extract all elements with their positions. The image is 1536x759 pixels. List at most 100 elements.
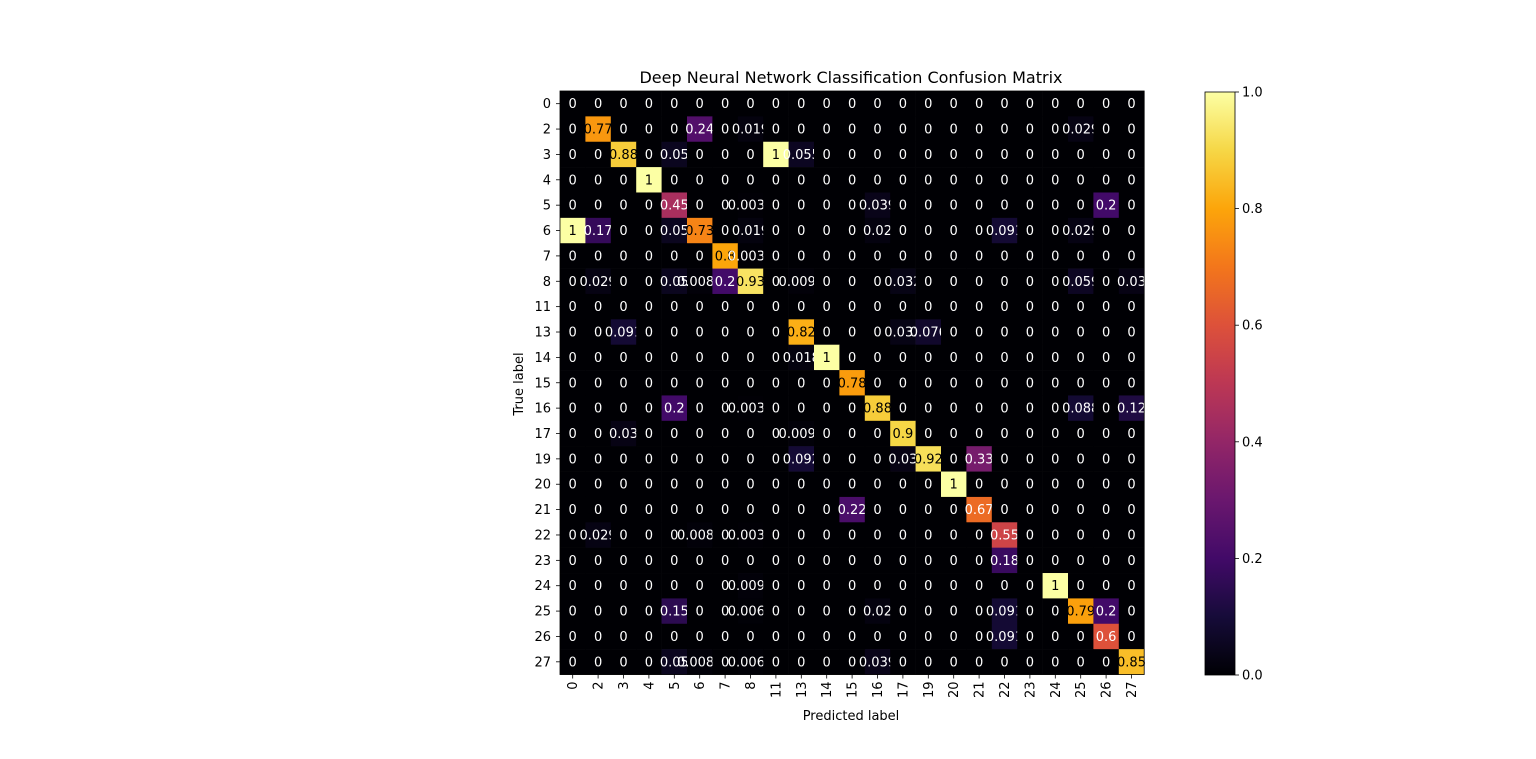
cell-value-label: 0 <box>670 351 678 366</box>
cell-value-label: 0 <box>975 123 983 138</box>
heatmap-cell <box>1042 522 1069 548</box>
cell-value-label: 0.79 <box>1066 605 1095 620</box>
cell-value-label: 0 <box>1000 148 1008 163</box>
heatmap-cell <box>1068 243 1094 269</box>
heatmap-cell <box>1068 471 1094 498</box>
cell-value-label: 0 <box>975 97 983 112</box>
cell-value-label: 0 <box>772 528 780 543</box>
cell-value-label: 0 <box>645 351 653 366</box>
colorbar-tick-label: 1.0 <box>1242 86 1263 101</box>
cell-value-label: 0 <box>899 503 907 518</box>
heatmap-cell <box>991 395 1018 422</box>
cell-value-label: 0 <box>924 579 932 594</box>
cell-value-label: 0 <box>696 376 704 391</box>
x-tick-label: 16 <box>871 682 886 699</box>
heatmap-cell <box>941 167 967 193</box>
cell-value-label: 0 <box>1102 452 1110 467</box>
heatmap-cell <box>763 141 789 168</box>
cell-value-label: 0 <box>1127 224 1135 239</box>
heatmap-cell <box>991 91 1018 117</box>
heatmap-cell <box>864 649 891 675</box>
cell-value-label: 0 <box>823 427 831 442</box>
heatmap-cell <box>788 420 815 447</box>
heatmap-cell <box>814 217 840 244</box>
heatmap-cell <box>991 116 1018 143</box>
cell-value-label: 0.039 <box>859 655 896 670</box>
heatmap-cell <box>1068 167 1094 193</box>
cell-value-label: 0.0032 <box>728 249 774 264</box>
cell-value-label: 0 <box>873 300 881 315</box>
y-tick-label: 7 <box>543 249 551 264</box>
heatmap-cell <box>966 167 993 193</box>
heatmap-cell <box>1093 420 1120 447</box>
cell-value-label: 0.24 <box>685 123 714 138</box>
cell-value-label: 0.12 <box>1117 402 1146 417</box>
heatmap-cell <box>560 649 586 675</box>
cell-value-label: 0 <box>721 300 729 315</box>
heatmap-cell <box>610 471 637 498</box>
cell-value-label: 0.05 <box>660 275 689 290</box>
cell-value-label: 0 <box>1000 199 1008 214</box>
heatmap-cell <box>814 319 840 345</box>
cell-value-label: 0 <box>975 478 983 493</box>
heatmap-cell <box>661 573 688 599</box>
x-tick-label: 6 <box>693 682 708 690</box>
cell-value-label: 0.0092 <box>779 275 825 290</box>
cell-value-label: 0.05 <box>660 655 689 670</box>
heatmap-cell <box>991 649 1018 675</box>
heatmap-cell <box>1093 547 1120 574</box>
cell-value-label: 0.88 <box>863 402 892 417</box>
heatmap-cell <box>661 522 688 548</box>
cell-value-label: 0 <box>1127 528 1135 543</box>
heatmap-cell <box>839 573 866 599</box>
heatmap-cell <box>661 395 688 422</box>
heatmap-cell <box>560 243 586 269</box>
cell-value-label: 0 <box>1102 224 1110 239</box>
cell-value-label: 0.2 <box>664 402 685 417</box>
heatmap-cell <box>687 471 713 498</box>
x-tick-label: 25 <box>1074 682 1089 699</box>
cell-value-label: 0 <box>924 427 932 442</box>
cell-value-label: 0 <box>1026 224 1034 239</box>
cell-value-label: 0 <box>746 503 754 518</box>
heatmap-cell <box>1093 496 1120 523</box>
heatmap-cell <box>839 496 866 523</box>
cell-value-label: 0 <box>1026 97 1034 112</box>
heatmap-cell <box>661 344 688 371</box>
heatmap-cell <box>1118 344 1145 371</box>
heatmap-cell <box>661 598 688 625</box>
cell-value-label: 0 <box>696 402 704 417</box>
cell-value-label: 0 <box>1000 351 1008 366</box>
cell-value-label: 0 <box>746 148 754 163</box>
heatmap-cell <box>636 370 662 396</box>
heatmap-cell <box>661 217 688 244</box>
heatmap-cell <box>1042 370 1069 396</box>
cell-value-label: 0 <box>569 554 577 569</box>
heatmap-cell <box>636 446 662 472</box>
cell-value-label: 0 <box>1051 376 1059 391</box>
heatmap-cell <box>814 471 840 498</box>
heatmap-cell <box>687 167 713 193</box>
heatmap-cell <box>560 623 586 650</box>
cell-value-label: 0 <box>569 452 577 467</box>
cell-value-label: 0 <box>696 554 704 569</box>
heatmap-cell <box>712 370 739 396</box>
heatmap-cell <box>712 167 739 193</box>
heatmap-cell <box>839 141 866 168</box>
heatmap-cell <box>687 319 713 345</box>
cell-value-label: 0 <box>569 402 577 417</box>
heatmap-cell <box>687 116 713 143</box>
heatmap-cell <box>763 167 789 193</box>
cell-value-label: 0 <box>975 427 983 442</box>
cell-value-label: 0 <box>1051 402 1059 417</box>
cell-value-label: 0.091 <box>986 630 1023 645</box>
cell-value-label: 0 <box>924 351 932 366</box>
heatmap-cell <box>585 471 612 498</box>
cell-value-label: 0 <box>1051 224 1059 239</box>
heatmap-cell <box>890 547 916 574</box>
heatmap-cell <box>636 319 662 345</box>
cell-value-label: 0 <box>797 655 805 670</box>
heatmap-cell <box>839 370 866 396</box>
heatmap-cell <box>737 344 764 371</box>
cell-value-label: 0 <box>1026 427 1034 442</box>
